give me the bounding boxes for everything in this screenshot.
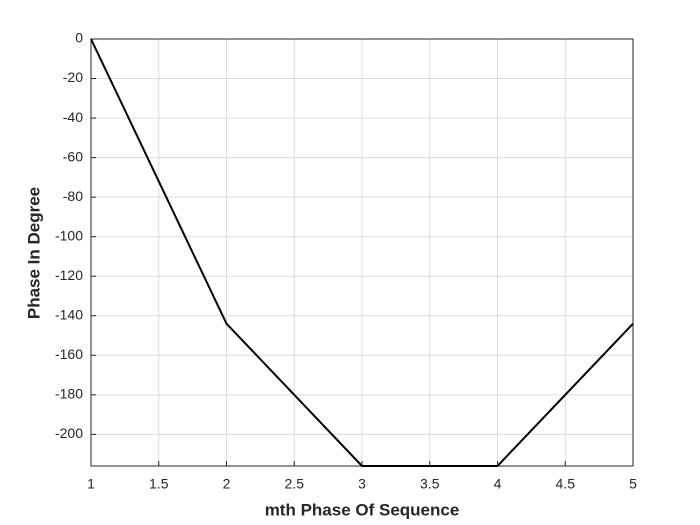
y-tick-label: -80 — [63, 188, 83, 204]
x-tick-label: 4.5 — [556, 476, 576, 492]
x-tick-label: 5 — [629, 476, 637, 492]
x-tick-label: 2 — [223, 476, 231, 492]
x-tick-label: 3.5 — [420, 476, 440, 492]
data-line — [90, 38, 634, 467]
x-axis-label: mth Phase Of Sequence — [265, 500, 460, 519]
y-tick-label: -200 — [55, 425, 83, 441]
x-tick-label: 3 — [358, 476, 366, 492]
y-tick-label: -40 — [63, 109, 83, 125]
y-tick-label: -180 — [55, 386, 83, 402]
y-tick-label: -60 — [63, 148, 83, 164]
y-tick-label: -120 — [55, 267, 83, 283]
x-tick-label: 2.5 — [285, 476, 305, 492]
y-tick-label: -140 — [55, 306, 83, 322]
x-tick-label: 4 — [494, 476, 502, 492]
y-tick-label: -20 — [63, 69, 83, 85]
y-tick-label: 0 — [75, 30, 83, 46]
y-axis-label: Phase In Degree — [24, 187, 43, 319]
y-tick-label: -100 — [55, 227, 83, 243]
x-tick-label: 1 — [87, 476, 95, 492]
x-tick-label: 1.5 — [149, 476, 169, 492]
y-tick-label: -160 — [55, 346, 83, 362]
